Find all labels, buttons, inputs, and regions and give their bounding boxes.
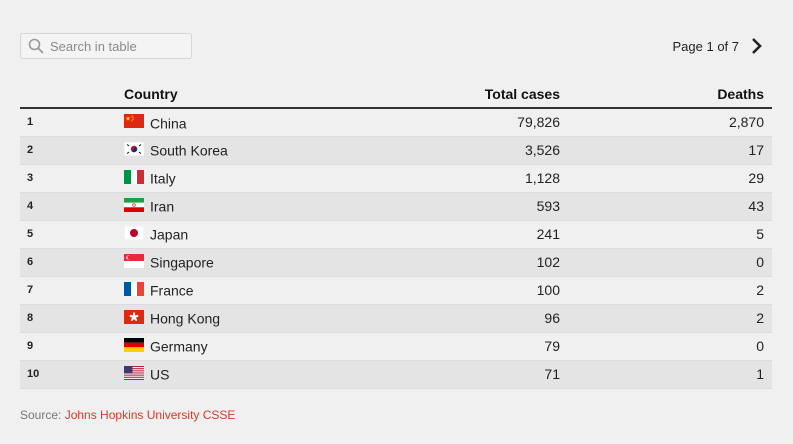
row-country: US <box>124 360 376 388</box>
row-total-cases: 79,826 <box>517 114 560 131</box>
row-rank: 7 <box>27 284 34 296</box>
country-name: Iran <box>150 198 175 215</box>
row-rank: 4 <box>27 200 34 212</box>
table-row: 7 France 100 2 <box>20 276 772 304</box>
pagination: Page 1 of 7 <box>673 36 764 56</box>
cases-table: Country Total cases Deaths 1 China 79,826 2… <box>20 80 772 389</box>
table-row: 1 China 79,826 2,870 <box>20 108 772 136</box>
country-name: US <box>150 366 170 383</box>
country-name: Singapore <box>150 254 214 271</box>
row-total-cases: 96 <box>544 310 560 326</box>
row-rank: 1 <box>27 116 34 129</box>
row-country: Iran <box>124 192 376 220</box>
france-flag-icon <box>124 281 144 296</box>
country-name: Japan <box>150 226 189 243</box>
row-deaths: 2,870 <box>728 114 764 131</box>
row-total-cases: 241 <box>536 226 560 242</box>
country-name: Hong Kong <box>150 310 221 327</box>
row-deaths: 5 <box>756 226 764 242</box>
search-box[interactable] <box>20 33 192 59</box>
search-icon <box>28 38 44 54</box>
hong-kong-flag-icon <box>124 309 144 324</box>
table-row: 5 Japan 241 5 <box>20 220 772 248</box>
italy-flag-icon <box>124 169 144 184</box>
table-row: 9 Germany 79 0 <box>20 332 772 360</box>
row-total-cases: 71 <box>544 366 560 382</box>
iran-flag-icon <box>124 197 144 212</box>
search-input[interactable] <box>50 38 180 54</box>
row-country: Italy <box>124 164 376 192</box>
table-header-row: Country Total cases Deaths <box>20 80 772 109</box>
row-country: Japan <box>123 220 376 248</box>
table-row: 3 Italy 1,128 29 <box>20 164 772 192</box>
us-flag-icon <box>124 365 144 380</box>
row-rank: 8 <box>27 312 34 324</box>
row-total-cases: 3,526 <box>524 142 560 158</box>
table-row: 2 South Korea 3,526 17 <box>20 136 772 164</box>
row-rank: 9 <box>27 340 34 352</box>
row-rank: 6 <box>27 256 34 268</box>
header-deaths[interactable]: Deaths <box>560 80 772 109</box>
row-deaths: 17 <box>748 142 764 158</box>
row-deaths: 1 <box>756 366 764 382</box>
row-rank: 3 <box>27 172 34 184</box>
row-country: Germany <box>124 332 376 360</box>
source-note: Source: Johns Hopkins University CSSE <box>20 408 235 422</box>
country-name: China <box>150 114 187 131</box>
country-name: Italy <box>150 170 176 187</box>
row-total-cases: 1,128 <box>524 170 560 186</box>
row-total-cases: 102 <box>536 254 560 270</box>
row-deaths: 0 <box>756 338 764 354</box>
japan-flag-icon <box>123 225 145 240</box>
row-deaths: 0 <box>756 254 764 270</box>
germany-flag-icon <box>124 337 144 352</box>
row-deaths: 2 <box>756 310 764 326</box>
header-total-cases[interactable]: Total cases <box>376 80 560 109</box>
china-flag-icon <box>124 113 144 128</box>
row-deaths: 29 <box>748 170 764 186</box>
source-prefix: Source: <box>20 408 65 422</box>
row-country: South Korea <box>123 136 376 164</box>
table-row: 6 Singapore 102 0 <box>20 248 772 276</box>
row-deaths: 43 <box>748 198 764 214</box>
chevron-right-icon[interactable] <box>751 37 763 55</box>
south-korea-flag-icon <box>123 141 145 156</box>
singapore-flag-icon <box>124 253 144 268</box>
table-row: 4 Iran 593 43 <box>20 192 772 220</box>
row-deaths: 2 <box>756 282 764 298</box>
row-total-cases: 593 <box>536 198 560 214</box>
row-total-cases: 100 <box>536 282 560 298</box>
table-row: 10 US 71 1 <box>20 360 772 388</box>
table-row: 8 Hong Kong 96 2 <box>20 304 772 332</box>
row-country: Singapore <box>124 248 376 276</box>
header-country[interactable]: Country <box>124 80 376 109</box>
row-rank: 10 <box>27 368 40 380</box>
row-country: China <box>124 108 376 136</box>
row-total-cases: 79 <box>544 338 560 354</box>
source-link[interactable]: Johns Hopkins University CSSE <box>64 408 236 422</box>
header-rank <box>20 80 124 109</box>
row-rank: 2 <box>27 144 34 156</box>
country-name: France <box>150 282 194 299</box>
country-name: South Korea <box>150 142 228 159</box>
page-indicator: Page 1 of 7 <box>672 38 740 54</box>
row-country: France <box>124 276 376 304</box>
country-name: Germany <box>150 338 208 355</box>
row-country: Hong Kong <box>124 304 376 332</box>
row-rank: 5 <box>27 228 34 240</box>
